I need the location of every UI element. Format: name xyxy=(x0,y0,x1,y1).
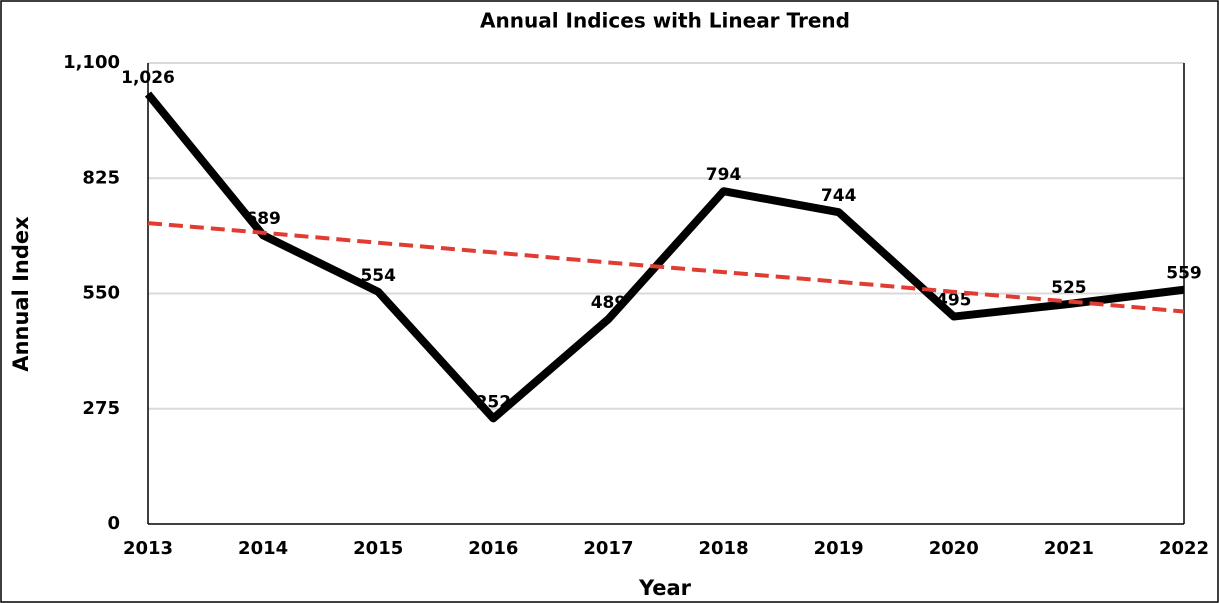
data-label: 689 xyxy=(245,209,281,229)
y-tick-label: 550 xyxy=(82,283,120,304)
data-label: 495 xyxy=(936,291,972,311)
x-tick-label: 2016 xyxy=(468,538,518,559)
data-label: 252 xyxy=(476,392,512,412)
data-line xyxy=(144,91,1185,423)
trend-line xyxy=(147,221,1185,314)
y-tick-label: 1,100 xyxy=(63,52,120,73)
x-tick-label: 2014 xyxy=(238,538,288,559)
data-label: 794 xyxy=(706,165,742,185)
x-tick-label: 2020 xyxy=(929,538,979,559)
data-label: 525 xyxy=(1051,278,1087,298)
x-tick-label: 2013 xyxy=(123,538,173,559)
data-label: 559 xyxy=(1166,264,1202,284)
y-tick-label: 825 xyxy=(82,167,120,188)
y-axis-title: Annual Index xyxy=(9,216,33,372)
data-label: 744 xyxy=(821,186,857,206)
x-tick-label: 2019 xyxy=(814,538,864,559)
x-tick-label: 2021 xyxy=(1044,538,1094,559)
y-tick-label: 275 xyxy=(82,398,120,419)
data-label: 1,026 xyxy=(121,68,175,88)
x-tick-label: 2017 xyxy=(583,538,633,559)
y-tick-label: 0 xyxy=(107,513,120,534)
x-axis-title: Year xyxy=(638,576,692,600)
x-tick-label: 2022 xyxy=(1159,538,1209,559)
chart-title: Annual Indices with Linear Trend xyxy=(480,9,850,33)
x-tick-label: 2018 xyxy=(699,538,749,559)
x-tick-label: 2015 xyxy=(353,538,403,559)
data-label: 489 xyxy=(591,293,627,313)
data-label: 554 xyxy=(360,266,396,286)
